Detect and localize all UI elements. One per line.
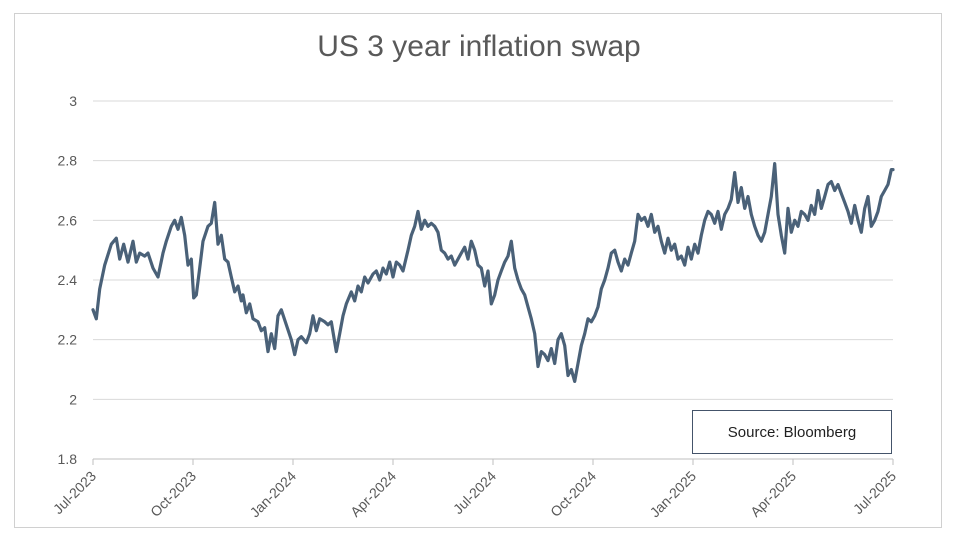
chart-title: US 3 year inflation swap (317, 30, 641, 63)
x-tick-label: Oct-2024 (547, 468, 599, 520)
x-tick-label: Oct-2023 (147, 468, 199, 520)
y-tick-label: 2.8 (58, 153, 78, 169)
series-line (91, 162, 895, 383)
y-tick-label: 2.6 (58, 212, 78, 228)
x-tick-label: Jan-2025 (647, 468, 700, 521)
x-tick-label: Apr-2025 (747, 468, 799, 520)
x-tick-label: Apr-2024 (347, 468, 399, 520)
y-tick-label: 2 (69, 391, 77, 407)
x-tick-label: Jul-2025 (850, 468, 899, 517)
y-tick-label: 3 (69, 93, 77, 109)
x-tick-label: Jan-2024 (247, 468, 300, 521)
y-tick-label: 1.8 (58, 451, 78, 467)
x-tick-label: Jul-2024 (450, 468, 499, 517)
source-annotation: Source: Bloomberg (692, 410, 892, 454)
x-tick-label: Jul-2023 (50, 468, 99, 517)
y-tick-label: 2.2 (58, 332, 78, 348)
y-tick-label: 2.4 (58, 272, 78, 288)
